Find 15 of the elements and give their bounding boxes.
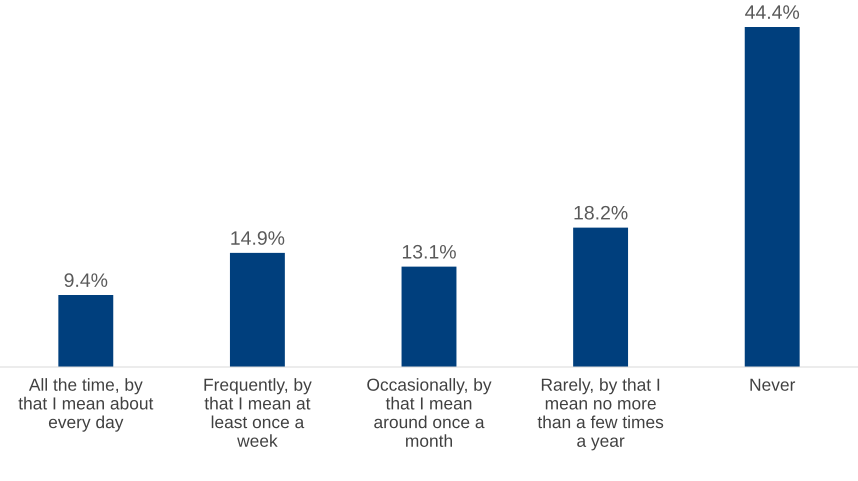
x-tick-label: Frequently, by that I mean at least once a week <box>204 378 312 447</box>
data-label: 14.9% <box>231 231 284 245</box>
x-tick-label: Rarely, by that I mean no more than a few times a year <box>538 378 664 450</box>
bar <box>573 228 628 367</box>
data-label: 18.2% <box>574 206 628 220</box>
x-tick-label: Never <box>750 378 796 391</box>
x-tick-label: All the time, by that I mean about every day <box>18 378 154 432</box>
data-label: 44.4% <box>745 5 800 19</box>
bar <box>402 266 456 367</box>
bar <box>744 27 800 367</box>
data-label: 9.4% <box>64 273 108 288</box>
x-tick-label: Occasionally, by that I mean around once a month <box>367 378 492 447</box>
data-label: 13.1% <box>402 244 456 259</box>
bar <box>230 252 285 367</box>
bar <box>58 295 114 367</box>
